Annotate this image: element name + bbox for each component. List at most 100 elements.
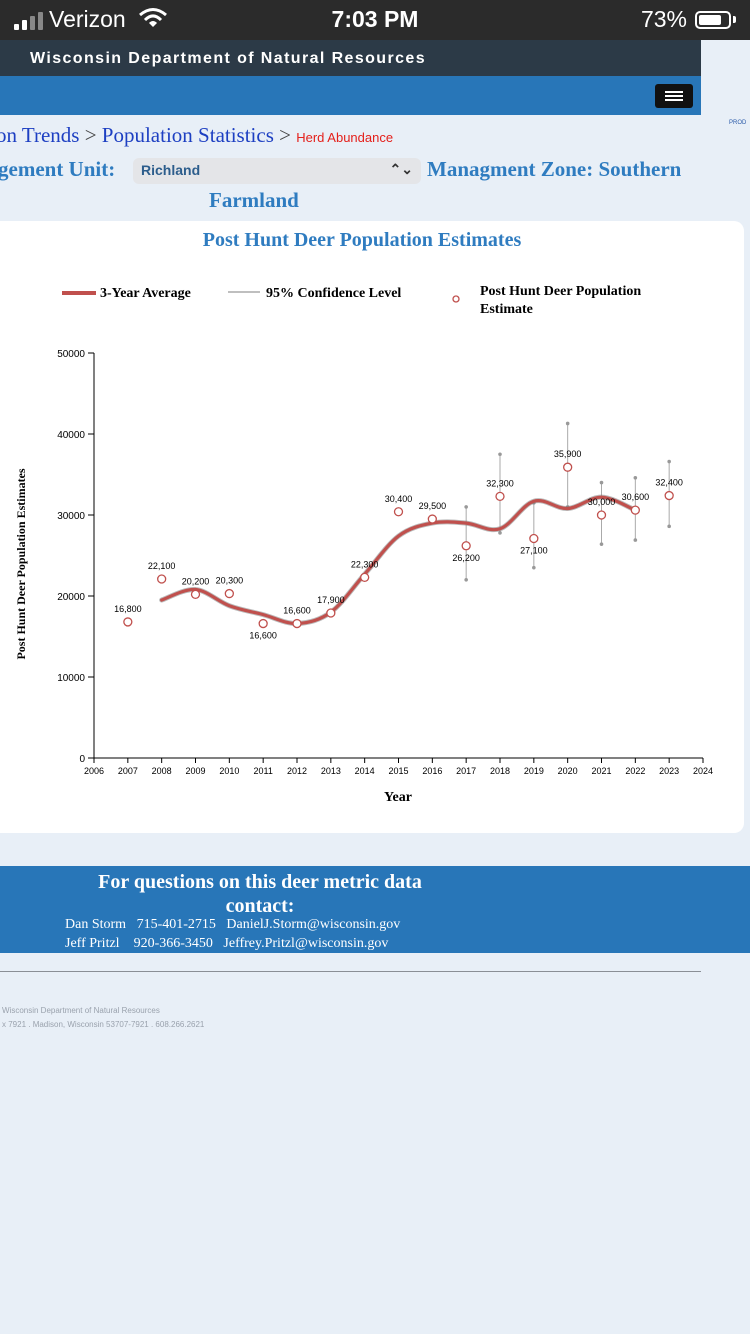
footer-address: x 7921 . Madison, Wisconsin 53707-7921 .… xyxy=(2,1020,205,1029)
estimate-point xyxy=(190,589,201,600)
x-tick-label: 2012 xyxy=(287,766,307,776)
x-tick-label: 2008 xyxy=(152,766,172,776)
estimate-data-label: 35,900 xyxy=(554,449,582,459)
estimate-data-label: 32,300 xyxy=(486,478,514,488)
estimate-data-label: 32,400 xyxy=(655,478,683,488)
wifi-icon xyxy=(139,8,168,27)
confidence-low-point xyxy=(667,524,671,529)
y-tick-label: 20000 xyxy=(57,592,85,603)
x-tick-label: 2017 xyxy=(456,766,476,776)
estimate-data-label: 17,900 xyxy=(317,595,345,605)
breadcrumb-link-population-statistics[interactable]: Population Statistics xyxy=(101,123,274,147)
x-tick-label: 2022 xyxy=(625,766,645,776)
estimate-point xyxy=(326,608,336,618)
contact-email-link[interactable]: DanielJ.Storm@wisconsin.gov xyxy=(226,917,401,932)
confidence-high-point xyxy=(565,421,570,426)
estimate-data-label: 20,300 xyxy=(216,576,244,586)
confidence-high-point xyxy=(633,475,638,480)
chart-card xyxy=(0,221,744,833)
estimate-point xyxy=(630,505,640,515)
management-zone-label: Managment Zone: Southern xyxy=(427,157,682,181)
x-tick-label: 2010 xyxy=(219,766,239,776)
legend-label-confidence: 95% Confidence Level xyxy=(266,286,401,301)
y-tick-label: 0 xyxy=(79,754,85,765)
estimate-data-label: 16,800 xyxy=(114,604,142,614)
contact-email-link[interactable]: Jeffrey.Pritzl@wisconsin.gov xyxy=(223,936,389,951)
agency-banner: Wisconsin Department of Natural Resource… xyxy=(0,40,701,76)
confidence-low-point xyxy=(498,531,502,535)
management-unit-select[interactable]: Richland ⌃⌄ xyxy=(133,158,421,184)
management-zone-label-continued: Farmland xyxy=(209,188,299,212)
estimate-data-label: 27,100 xyxy=(520,545,548,555)
estimate-point xyxy=(292,618,302,629)
contact-row: Dan Storm 715-401-2715 DanielJ.Storm@wis… xyxy=(65,917,401,932)
estimate-point xyxy=(664,490,674,501)
battery-icon xyxy=(695,10,731,29)
confidence-low-point xyxy=(599,542,604,546)
confidence-high-point xyxy=(498,452,502,457)
hamburger-menu-button[interactable] xyxy=(655,84,693,108)
estimate-point xyxy=(360,572,370,583)
estimate-point xyxy=(224,588,234,599)
x-tick-label: 2016 xyxy=(422,766,442,776)
breadcrumb: on Trends > Population Statistics > Herd… xyxy=(0,123,393,148)
estimate-point xyxy=(529,533,539,544)
clock: 7:03 PM xyxy=(331,6,419,32)
legend-label-estimate: Post Hunt Deer Population Estimate xyxy=(480,284,641,317)
breadcrumb-separator: > xyxy=(84,123,97,147)
chart-legend: 3-Year Average 95% Confidence Level Post… xyxy=(62,284,641,317)
x-tick-label: 2009 xyxy=(185,766,205,776)
x-tick-label: 2007 xyxy=(118,766,138,776)
average-line xyxy=(160,495,637,626)
confidence-low-point xyxy=(464,578,468,582)
y-axis-label: Post Hunt Deer Population Estimates xyxy=(14,468,28,659)
y-tick-label: 30000 xyxy=(57,511,85,522)
x-tick-label: 2013 xyxy=(321,766,341,776)
x-axis-label: Year xyxy=(384,790,412,805)
estimate-data-label: 30,400 xyxy=(385,494,413,504)
management-unit-value: Richland xyxy=(141,162,201,178)
status-bar: Verizon 7:03 PM 73% xyxy=(0,0,750,40)
x-tick-label: 2020 xyxy=(558,766,578,776)
estimate-point xyxy=(427,514,437,524)
x-tick-label: 2014 xyxy=(355,766,375,776)
estimate-point xyxy=(393,507,404,517)
x-tick-label: 2024 xyxy=(693,766,713,776)
chart-title: Post Hunt Deer Population Estimates xyxy=(203,229,522,251)
estimate-data-label: 16,600 xyxy=(249,631,277,641)
contact-banner: For questions on this deer metric data c… xyxy=(0,866,750,953)
footer-divider xyxy=(0,971,701,972)
confidence-high-point xyxy=(464,505,468,509)
estimate-point xyxy=(157,574,167,584)
breadcrumb-current: Herd Abundance xyxy=(296,130,394,145)
footer-line: Wisconsin Department of Natural Resource… xyxy=(2,1006,160,1015)
y-tick-label: 40000 xyxy=(57,430,85,441)
nav-bar xyxy=(0,76,701,115)
breadcrumb-link-trends[interactable]: on Trends xyxy=(0,123,80,147)
estimate-data-label: 16,600 xyxy=(283,606,311,616)
estimate-point xyxy=(461,541,471,551)
estimate-data-label: 29,500 xyxy=(419,501,447,511)
estimate-point xyxy=(123,617,133,627)
battery-percent: 73% xyxy=(640,6,687,32)
x-tick-label: 2019 xyxy=(524,766,544,776)
carrier-name: Verizon xyxy=(49,6,126,32)
y-tick-label: 50000 xyxy=(57,349,85,360)
signal-icon xyxy=(14,11,43,30)
estimate-data-label: 22,300 xyxy=(351,559,379,569)
confidence-low-point xyxy=(532,565,536,570)
estimate-point xyxy=(495,491,505,502)
estimate-point xyxy=(258,618,268,629)
confidence-high-point xyxy=(667,459,671,464)
estimate-data-label: 22,100 xyxy=(148,561,176,571)
battery: 73% xyxy=(641,6,736,33)
y-tick-label: 10000 xyxy=(57,673,85,684)
x-tick-label: 2006 xyxy=(84,766,104,776)
x-tick-label: 2015 xyxy=(388,766,408,776)
management-unit-label: gement Unit: xyxy=(0,157,116,181)
estimate-data-label: 30,600 xyxy=(622,492,650,502)
x-tick-label: 2021 xyxy=(591,766,611,776)
x-tick-label: 2018 xyxy=(490,766,510,776)
estimate-point xyxy=(563,462,573,472)
estimate-data-label: 26,200 xyxy=(452,553,480,563)
